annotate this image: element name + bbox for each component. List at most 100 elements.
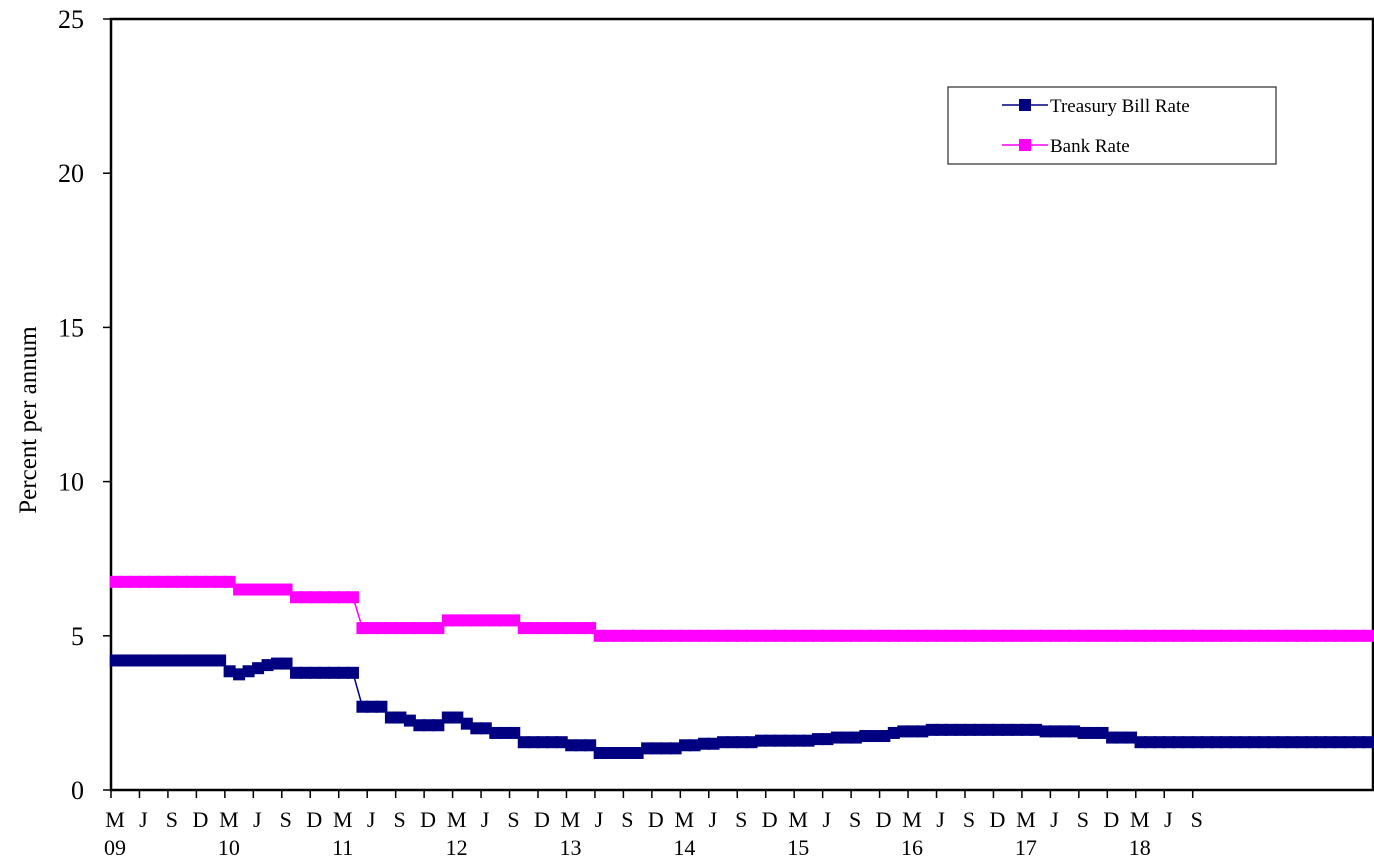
data-point <box>783 734 796 747</box>
x-year-label: 12 <box>446 835 468 860</box>
data-point <box>736 736 748 749</box>
data-point <box>830 629 843 642</box>
data-point <box>403 714 416 727</box>
data-point <box>1115 629 1128 642</box>
data-point <box>916 725 929 738</box>
data-point <box>233 668 246 681</box>
data-point <box>1181 629 1194 642</box>
data-point <box>536 622 549 635</box>
x-year-label: 09 <box>104 835 126 860</box>
data-point <box>109 575 122 588</box>
data-point <box>451 614 464 627</box>
data-point <box>252 583 265 596</box>
data-point <box>470 722 483 735</box>
data-point <box>830 731 843 744</box>
data-point <box>527 736 540 749</box>
x-tick-label: D <box>648 807 664 832</box>
data-point <box>736 629 748 642</box>
data-point <box>242 665 255 678</box>
data-point <box>954 723 967 736</box>
data-point <box>584 622 597 635</box>
x-tick-label: S <box>394 807 406 832</box>
data-point <box>1001 723 1014 736</box>
x-tick-label: M <box>1130 807 1150 832</box>
data-point <box>1134 736 1147 749</box>
data-point <box>973 629 986 642</box>
legend-box <box>947 86 1277 165</box>
data-point <box>394 622 407 635</box>
data-point <box>1229 629 1242 642</box>
data-point <box>1096 629 1109 642</box>
data-point <box>1210 629 1223 642</box>
data-point <box>859 730 872 743</box>
data-point <box>1153 629 1166 642</box>
data-point <box>1191 736 1204 749</box>
data-point <box>233 583 246 596</box>
x-tick-label: M <box>561 807 581 832</box>
data-point <box>327 591 340 604</box>
data-point <box>574 622 587 635</box>
series-1 <box>109 575 1374 642</box>
data-point <box>280 657 293 670</box>
x-axis: M J S D M J S D M J S D M J S D M J S D M J S D M J S D M J S D M J S D M J S0… <box>104 790 1203 860</box>
data-point <box>584 739 597 752</box>
x-year-label: 10 <box>218 835 240 860</box>
x-tick-label: S <box>849 807 861 832</box>
data-point <box>1305 736 1318 749</box>
y-tick-label: 20 <box>58 159 84 188</box>
data-point <box>1001 629 1014 642</box>
data-point <box>935 723 948 736</box>
x-year-label: 16 <box>901 835 923 860</box>
data-point <box>612 629 625 642</box>
legend-label: Treasury Bill Rate <box>1050 96 1190 117</box>
data-point <box>1200 629 1213 642</box>
x-tick-label: D <box>990 807 1006 832</box>
data-point <box>1295 736 1308 749</box>
data-point <box>1352 736 1365 749</box>
data-point <box>868 629 881 642</box>
data-point <box>527 622 540 635</box>
data-point <box>432 719 445 732</box>
data-point <box>878 730 891 743</box>
data-point <box>1229 736 1242 749</box>
data-point <box>1276 736 1289 749</box>
data-point <box>897 629 910 642</box>
data-point <box>745 736 758 749</box>
data-point <box>650 742 663 755</box>
x-tick-label: M <box>447 807 467 832</box>
data-point <box>1020 723 1033 736</box>
data-point <box>1049 629 1062 642</box>
data-point <box>1144 629 1157 642</box>
data-point <box>622 629 635 642</box>
data-point <box>1238 736 1251 749</box>
x-tick-label: J <box>822 807 831 832</box>
x-tick-label: J <box>1164 807 1173 832</box>
data-point <box>280 583 293 596</box>
data-point <box>375 622 388 635</box>
data-point <box>840 629 853 642</box>
data-point <box>754 734 767 747</box>
data-point <box>565 739 578 752</box>
data-point <box>1125 731 1138 744</box>
data-point <box>176 654 189 667</box>
data-point <box>840 731 853 744</box>
x-year-label: 15 <box>787 835 809 860</box>
data-point <box>1058 629 1071 642</box>
x-tick-label: M <box>675 807 695 832</box>
data-point <box>925 629 938 642</box>
data-point <box>887 629 900 642</box>
x-tick-label: S <box>280 807 292 832</box>
data-point <box>717 736 730 749</box>
data-point <box>1172 629 1185 642</box>
data-point <box>138 654 151 667</box>
data-point <box>1096 726 1109 739</box>
data-point <box>631 746 644 759</box>
data-point <box>318 591 331 604</box>
data-point <box>593 746 606 759</box>
data-point <box>441 614 454 627</box>
x-tick-label: D <box>876 807 892 832</box>
data-point <box>422 622 435 635</box>
x-tick-label: D <box>306 807 322 832</box>
data-point <box>1162 629 1175 642</box>
data-point <box>698 737 711 750</box>
